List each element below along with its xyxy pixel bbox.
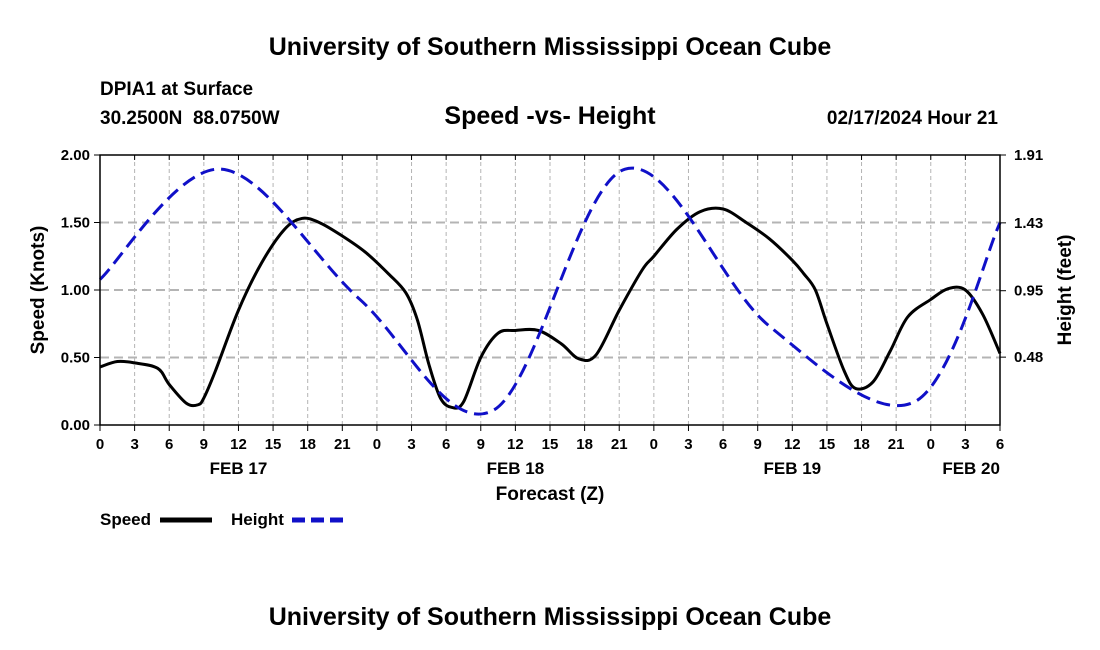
- x-tick-label: 3: [407, 436, 415, 453]
- y-tick-label-right: 0.48: [1014, 349, 1043, 366]
- x-tick-label: 0: [927, 436, 935, 453]
- x-tick-label: 9: [477, 436, 485, 453]
- y-tick-label-left: 1.00: [61, 282, 90, 299]
- legend: Speed Height: [100, 510, 344, 529]
- series-layer: [98, 166, 1002, 416]
- x-tick-label: 6: [996, 436, 1004, 453]
- x-tick-label: 21: [888, 436, 905, 453]
- x-tick-label: 6: [165, 436, 173, 453]
- y-tick-label-left: 1.50: [61, 215, 90, 232]
- date-label: FEB 19: [763, 459, 821, 478]
- y-tick-label-right: 0.95: [1014, 283, 1043, 300]
- y-tick-label-right: 1.43: [1014, 215, 1043, 232]
- main-title: University of Southern Mississippi Ocean…: [269, 33, 832, 61]
- date-label: FEB 18: [487, 459, 545, 478]
- axis-layer: 0 3 6 9 12 15 18 21 0 3 6 9 12 15 18 21 0 3 6 9 12 15 18 21 0 3 6 F…: [61, 147, 1043, 478]
- x-tick-label: 12: [784, 436, 801, 453]
- x-tick-label: 21: [611, 436, 628, 453]
- x-axis-title: Forecast (Z): [496, 484, 605, 505]
- x-tick-label: 3: [961, 436, 969, 453]
- y-tick-label-left: 0.50: [61, 350, 90, 367]
- x-tick-label: 12: [230, 436, 247, 453]
- legend-speed-label: Speed: [100, 510, 151, 529]
- x-tick-label: 9: [200, 436, 208, 453]
- x-tick-label: 0: [373, 436, 381, 453]
- x-tick-label: 0: [650, 436, 658, 453]
- series-line-height: [98, 166, 1002, 416]
- x-tick-label: 9: [754, 436, 762, 453]
- legend-height-label: Height: [231, 510, 284, 529]
- x-tick-label: 18: [299, 436, 316, 453]
- forecast-datetime: 02/17/2024 Hour 21: [827, 108, 999, 129]
- date-label: FEB 17: [210, 459, 268, 478]
- footer-title: University of Southern Mississippi Ocean…: [269, 603, 832, 631]
- y-tick-label-right: 1.91: [1014, 147, 1043, 164]
- y-tick-label-left: 0.00: [61, 417, 90, 434]
- y-axis-title-left: Speed (Knots): [28, 226, 49, 355]
- y-tick-label-left: 2.00: [61, 147, 90, 164]
- y-axis-title-right: Height (feet): [1055, 235, 1076, 346]
- x-tick-label: 0: [96, 436, 104, 453]
- x-tick-label: 18: [853, 436, 870, 453]
- station-coords: 30.2500N 88.0750W: [100, 108, 280, 129]
- grid-layer: [100, 155, 1000, 425]
- series-line-speed: [99, 206, 1002, 410]
- x-tick-label: 3: [684, 436, 692, 453]
- x-tick-label: 15: [542, 436, 559, 453]
- chart-subtitle: Speed -vs- Height: [444, 102, 656, 130]
- x-tick-label: 18: [576, 436, 593, 453]
- date-label: FEB 20: [942, 459, 1000, 478]
- station-label: DPIA1 at Surface: [100, 79, 253, 100]
- x-tick-label: 3: [130, 436, 138, 453]
- x-tick-label: 21: [334, 436, 351, 453]
- x-tick-label: 12: [507, 436, 524, 453]
- x-tick-label: 6: [719, 436, 727, 453]
- x-tick-label: 6: [442, 436, 450, 453]
- x-tick-label: 15: [265, 436, 282, 453]
- x-tick-label: 15: [819, 436, 836, 453]
